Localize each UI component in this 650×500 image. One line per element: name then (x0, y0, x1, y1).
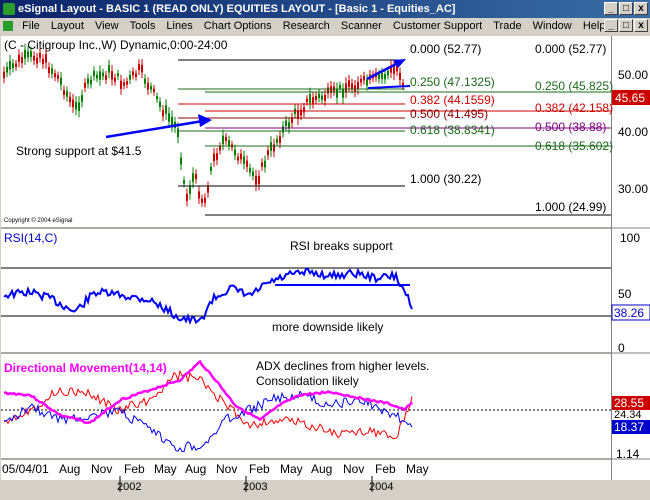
copyright-text: Copyright © 2004 eSignal (4, 217, 72, 224)
menu-help[interactable]: Help (582, 20, 606, 32)
minus-di-line (3, 369, 413, 440)
rsi-series-line (3, 267, 413, 325)
fib-upper-0: 0.000 (52.77) (410, 42, 481, 56)
dm-value-minus: 28.55 (614, 396, 644, 410)
date-axis-month-0: Aug (59, 462, 80, 476)
fib-upper-2: 0.382 (44.1559) (410, 93, 495, 107)
year-label-2003: 2003 (243, 481, 267, 493)
price-candles (3, 43, 404, 208)
date-axis-ticks: Aug Nov Feb May Aug Nov Feb May Aug Nov Feb May (59, 462, 429, 492)
title-bar: eSignal Layout - BASIC 1 (READ ONLY) EQU… (0, 0, 650, 18)
dm-annotation-line2: Consolidation likely (256, 374, 359, 388)
close-button[interactable]: x (634, 2, 648, 15)
rsi-last-value: 38.26 (614, 306, 644, 320)
fib-upper-5: 1.000 (30.22) (410, 172, 481, 186)
corner-value: 1.14 (616, 447, 640, 461)
inner-restore-button[interactable]: □ (619, 19, 633, 32)
price-panel-header: (C - Citigroup Inc.,W) Dynamic,0:00-24:0… (4, 38, 228, 52)
support-arrow (105, 114, 212, 139)
last-price-value: 45.65 (615, 91, 645, 105)
fib-upper-1: 0.250 (47.1325) (410, 75, 495, 89)
fib-lower-0: 0.000 (52.77) (535, 42, 606, 56)
adx-line (3, 359, 413, 425)
date-axis-month-10: Feb (375, 462, 396, 476)
last-price-badge (612, 90, 650, 105)
date-axis-month-2: Feb (124, 462, 145, 476)
date-axis-month-9: Nov (343, 462, 364, 476)
menu-chart-options[interactable]: Chart Options (203, 20, 272, 32)
rsi-annotation-bottom: more downside likely (272, 320, 383, 334)
date-axis-start: 05/04/01 (2, 462, 49, 476)
rsi-annotation-top: RSI breaks support (290, 239, 393, 253)
menu-tools[interactable]: Tools (129, 20, 156, 32)
date-axis-month-11: May (406, 462, 429, 476)
dm-annotation-line1: ADX declines from higher levels. (256, 359, 429, 373)
support-annotation: Strong support at $41.5 (16, 144, 142, 158)
dm-plus-badge (612, 420, 650, 434)
dm-value-plus: 18.37 (614, 420, 644, 434)
fib-lower-5: 1.000 (24.99) (535, 200, 606, 214)
dm-value-adx: 24.34 (614, 409, 642, 421)
dm-minus-badge (612, 396, 650, 410)
fib-lower-1: 0.250 (45.825) (535, 79, 613, 93)
fib-upper-4: 0.618 (38.8341) (410, 123, 495, 137)
date-axis-month-8: Aug (311, 462, 332, 476)
inner-close-button[interactable]: x (634, 19, 648, 32)
fib-lower-4: 0.618 (35.602) (535, 139, 613, 153)
menu-customer-support[interactable]: Customer Support (392, 20, 483, 32)
inner-minimize-button[interactable]: _ (604, 19, 618, 32)
date-axis-month-1: Nov (91, 462, 112, 476)
menu-scanner[interactable]: Scanner (340, 20, 382, 32)
date-axis-month-4: Aug (185, 462, 206, 476)
menu-view[interactable]: View (94, 20, 119, 32)
fib-lower-lines (205, 91, 611, 216)
fib-upper-3: 0.500 (41.495) (410, 107, 488, 121)
price-axis-50: 50.00 (618, 68, 648, 82)
price-axis-40: 40.00 (618, 125, 648, 139)
trend-line (367, 85, 411, 89)
minimize-button[interactable]: _ (604, 2, 618, 15)
year-label-2002: 2002 (117, 481, 141, 493)
rsi-axis-0: 0 (618, 341, 625, 355)
rsi-axis-50: 50 (618, 287, 632, 301)
date-axis-month-6: Feb (249, 462, 270, 476)
trend-arrow (366, 59, 406, 81)
date-axis-month-5: Nov (216, 462, 237, 476)
window-title: eSignal Layout - BASIC 1 (READ ONLY) EQU… (18, 3, 456, 15)
menu-lines[interactable]: Lines (166, 20, 193, 32)
menu-file[interactable]: File (22, 20, 40, 32)
doc-icon (3, 21, 13, 32)
date-axis-month-7: May (280, 462, 303, 476)
app-icon (3, 3, 15, 15)
date-axis-month-3: May (154, 462, 177, 476)
rsi-panel-header: RSI(14,C) (4, 231, 57, 245)
fib-upper-lines (178, 59, 405, 187)
rsi-axis-100: 100 (620, 231, 640, 245)
menu-trade[interactable]: Trade (493, 20, 522, 32)
fib-lower-2: 0.382 (42.158) (535, 101, 613, 115)
dm-panel[interactable] (1, 354, 611, 458)
menu-layout[interactable]: Layout (50, 20, 84, 32)
dm-panel-header: Directional Movement(14,14) (4, 361, 167, 375)
chart-area[interactable]: 0.000 (52.77) 0.250 (47.1325) 0.382 (44.… (0, 34, 650, 500)
menu-research[interactable]: Research (282, 20, 330, 32)
fib-lower-3: 0.500 (38.88) (535, 120, 606, 134)
date-axis (1, 460, 611, 480)
menu-bar: File Layout View Tools Lines Chart Optio… (0, 18, 650, 34)
price-axis-30: 30.00 (618, 182, 648, 196)
rsi-value-badge (611, 304, 650, 321)
maximize-button[interactable]: □ (619, 2, 633, 15)
year-label-2004: 2004 (369, 481, 393, 493)
menu-window[interactable]: Window (532, 20, 572, 32)
